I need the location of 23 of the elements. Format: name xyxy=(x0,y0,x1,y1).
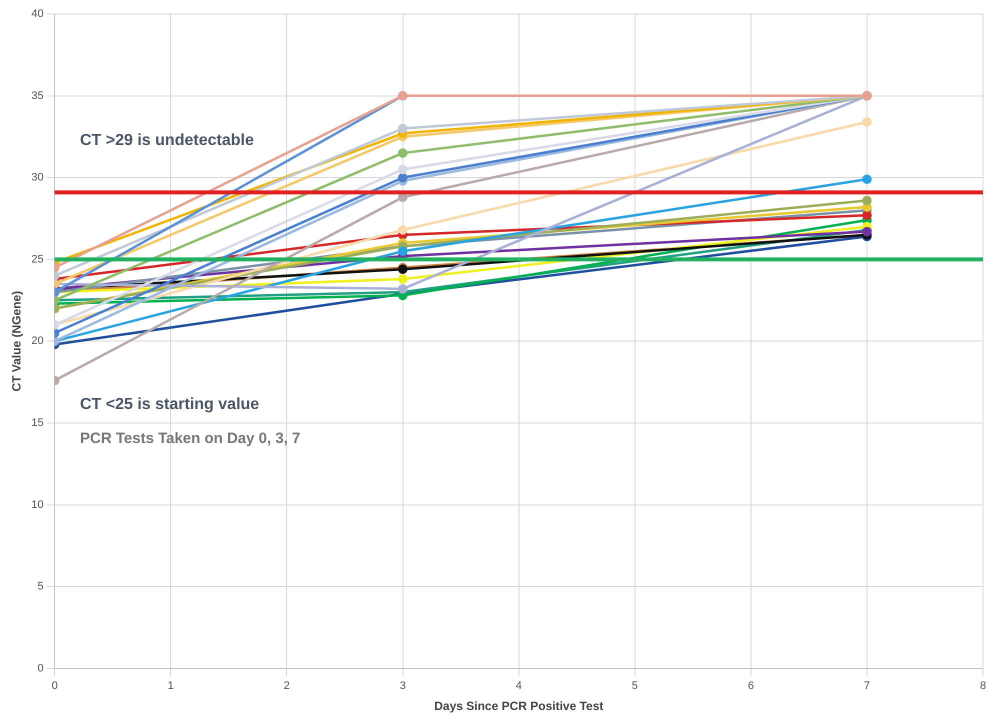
y-tick-label: 30 xyxy=(31,172,44,184)
x-tick-label: 5 xyxy=(632,680,638,692)
x-tick-label: 0 xyxy=(52,680,58,692)
x-tick-label: 8 xyxy=(980,680,986,692)
x-tick-label: 2 xyxy=(284,680,290,692)
annotation: CT <25 is starting value xyxy=(80,396,260,414)
x-tick-label: 6 xyxy=(748,680,754,692)
y-tick-label: 25 xyxy=(31,253,44,266)
y-tick-label: 40 xyxy=(31,8,44,20)
y-tick-label: 15 xyxy=(31,417,44,430)
y-tick-label: 10 xyxy=(31,498,44,511)
y-tick-label: 5 xyxy=(38,580,44,593)
x-tick-label: 4 xyxy=(516,680,522,692)
y-tick-label: 35 xyxy=(31,90,44,102)
y-tick-label: 0 xyxy=(38,662,44,674)
annotation: CT >29 is undetectable xyxy=(80,132,254,150)
annotation: PCR Tests Taken on Day 0, 3, 7 xyxy=(80,430,300,447)
y-axis-title: CT Value (NGene) xyxy=(10,290,24,392)
x-axis-title: Days Since PCR Positive Test xyxy=(434,699,604,714)
x-tick-label: 7 xyxy=(864,680,870,692)
y-tick-label: 20 xyxy=(31,335,44,348)
x-tick-label: 1 xyxy=(168,680,174,692)
x-tick-label: 3 xyxy=(400,680,406,692)
